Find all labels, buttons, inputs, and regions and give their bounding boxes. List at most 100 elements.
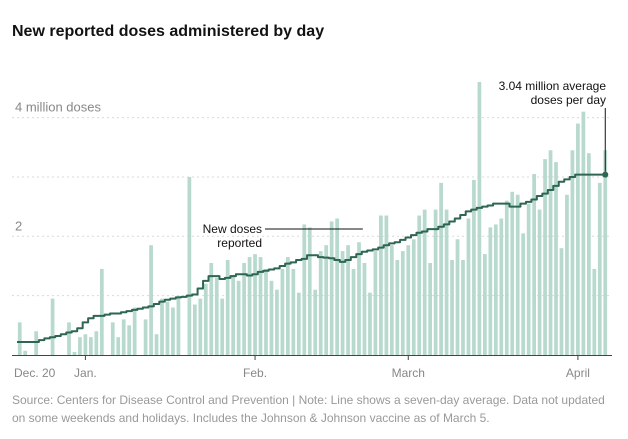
average-line <box>17 173 608 343</box>
dose-bar <box>521 233 526 355</box>
y-tick-label: 2 <box>15 218 22 233</box>
dose-bar <box>209 263 214 355</box>
dose-bar <box>132 307 137 355</box>
dose-bar <box>307 227 312 355</box>
source-note: Source: Centers for Disease Control and … <box>12 393 605 425</box>
dose-bar <box>368 292 372 355</box>
dose-bar <box>455 239 460 355</box>
dose-bar <box>176 295 181 355</box>
dose-bar <box>171 307 175 355</box>
average-end-dot <box>602 171 609 178</box>
dose-bar <box>94 331 99 355</box>
dose-bar <box>597 182 602 355</box>
dose-bar <box>242 263 246 355</box>
dose-bar <box>165 301 170 355</box>
dose-bar <box>225 260 230 355</box>
dose-bar <box>116 337 121 355</box>
dose-bar <box>483 254 487 355</box>
dose-bar <box>384 215 389 355</box>
chart-title: New reported doses administered by day <box>12 23 325 40</box>
dose-bar <box>493 224 498 355</box>
dose-bar <box>565 194 569 355</box>
dose-bar <box>554 162 558 355</box>
dose-bar <box>488 227 493 355</box>
dose-bar <box>236 280 241 355</box>
dose-bar <box>89 337 93 355</box>
dose-bar <box>504 200 509 355</box>
x-tick-label: April <box>566 366 590 380</box>
dose-bar <box>400 251 405 355</box>
dose-bar <box>335 218 339 355</box>
dose-bar <box>258 257 263 355</box>
dose-bar <box>50 298 55 355</box>
dose-bar <box>34 331 39 355</box>
dose-bar <box>99 268 104 355</box>
dose-bar <box>110 322 115 355</box>
dose-bar <box>362 263 367 355</box>
dose-bar <box>127 325 132 355</box>
dose-bar <box>379 215 383 355</box>
dose-bar <box>450 260 454 355</box>
dose-bar <box>422 209 427 355</box>
annotation-new-doses: reported <box>217 236 262 250</box>
line-layer <box>17 171 609 343</box>
dose-bar <box>203 283 208 355</box>
dose-bar <box>264 268 268 355</box>
dose-bar <box>318 251 323 355</box>
dose-bar <box>395 260 400 355</box>
annotation-new-doses: New doses <box>203 222 262 236</box>
dose-bar <box>154 334 159 355</box>
dose-bar <box>428 263 433 355</box>
x-tick-label: Dec. 20 <box>14 366 56 380</box>
dose-bar <box>198 298 203 355</box>
dose-bar <box>351 268 356 355</box>
annotation-average: 3.04 million average <box>499 79 607 93</box>
x-tick-label: March <box>392 366 425 380</box>
dose-bar <box>214 277 219 355</box>
dose-bar <box>406 245 411 355</box>
dose-bar <box>269 280 274 355</box>
dose-bar <box>220 298 225 355</box>
dose-bar <box>302 224 307 355</box>
dose-bar <box>592 268 597 355</box>
dose-bar <box>346 245 350 355</box>
dose-bar <box>543 159 547 355</box>
dose-bar <box>576 123 580 355</box>
dose-bar <box>373 251 378 355</box>
dose-bar <box>23 350 28 355</box>
dose-bar <box>411 239 416 355</box>
dose-bar <box>291 268 296 355</box>
x-tick-label: Feb. <box>243 366 267 380</box>
dose-bar <box>17 322 22 355</box>
dose-bar <box>324 245 329 355</box>
dose-bar <box>72 352 77 355</box>
dose-bar <box>313 289 318 355</box>
dose-bar <box>477 82 482 355</box>
dose-bar <box>559 248 564 355</box>
dose-bar <box>187 176 192 355</box>
y-tick-label: 4 million doses <box>15 100 101 115</box>
dose-bar <box>78 337 82 355</box>
label-layer: 2 4 million doses Dec. 20 Jan. Feb. March Apri… <box>14 79 606 380</box>
dose-bar <box>67 322 71 355</box>
dose-bar <box>466 218 471 355</box>
dose-bar <box>280 268 285 355</box>
dose-bar <box>532 173 536 355</box>
dose-bar <box>296 292 301 355</box>
dose-bar <box>149 245 153 355</box>
dose-bar <box>121 319 126 355</box>
dose-bar <box>275 289 279 355</box>
dose-chart: 2 4 million doses Dec. 20 Jan. Feb. March Apri… <box>12 79 612 380</box>
dose-bar <box>586 153 591 355</box>
dose-bar <box>253 254 257 355</box>
dose-bar <box>439 182 443 355</box>
dose-bar <box>433 209 438 355</box>
dose-bar <box>286 257 290 355</box>
dose-bar <box>247 257 252 355</box>
dose-bar <box>603 150 608 355</box>
dose-bar <box>510 191 515 355</box>
dose-bar <box>537 209 542 355</box>
dose-bar <box>444 209 449 355</box>
dose-bar <box>143 319 148 355</box>
dose-bar <box>192 304 197 355</box>
